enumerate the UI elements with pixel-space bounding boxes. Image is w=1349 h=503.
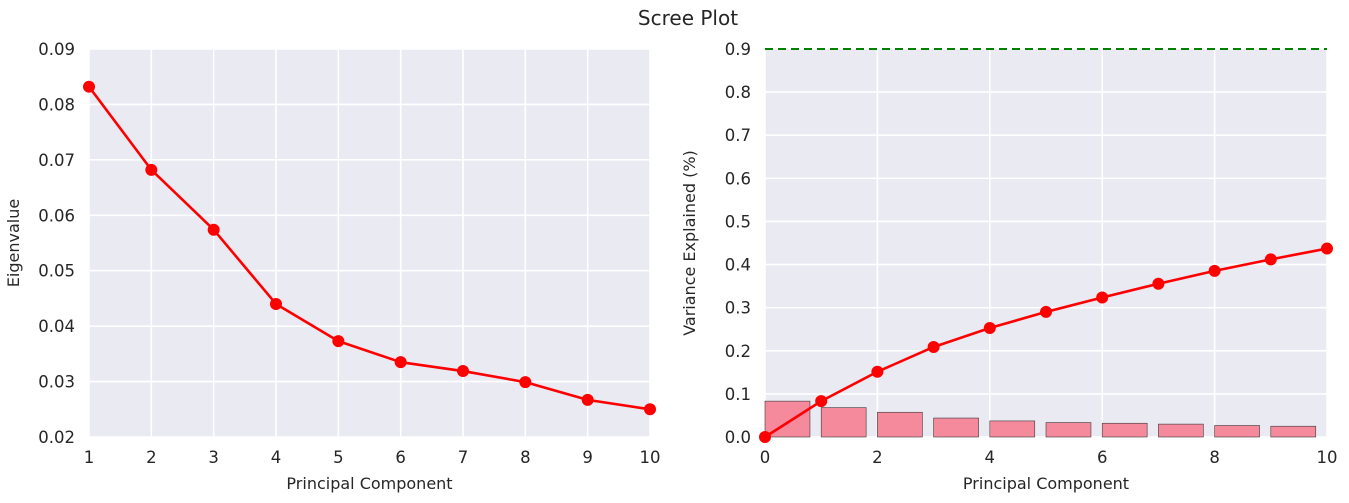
y-tick-label: 0.3 [725,299,751,318]
y-tick-label: 0.05 [38,262,75,281]
variance-bar [1214,425,1260,438]
tick-labels: 1 2 3 4 5 6 7 8 9 10 0.02 0.03 0.04 0.05 0.06 0.07 0.08 0… [38,40,660,467]
figure-title: Scree Plot [638,6,738,30]
plot-area-background [89,49,650,437]
x-tick-label: 7 [458,448,469,467]
data-point [83,80,95,93]
data-point [145,163,158,176]
data-point [759,431,771,443]
x-tick-label: 10 [640,448,661,467]
data-point [871,365,884,378]
variance-bar [877,411,923,438]
y-tick-label: 0.7 [725,126,751,145]
variance-bar [989,420,1036,438]
x-tick-label: 0 [760,448,771,467]
x-tick-label: 2 [872,448,883,467]
x-tick-label: 3 [208,448,219,467]
variance-bar [820,407,867,438]
y-tick-label: 0.0 [725,428,751,447]
y-tick-label: 0.03 [38,373,75,392]
x-tick-label: 1 [84,448,95,467]
variance-bar [933,417,979,438]
y-tick-label: 0.02 [38,428,75,447]
data-point [644,403,656,416]
variance-explained-chart: 0 2 4 6 8 10 0.0 0.1 0.2 0.3 0.4 0.5 0.6 0.7 0.8 0.9 Pr… [680,40,1338,493]
data-point [815,395,828,408]
tick-labels: 0 2 4 6 8 10 0.0 0.1 0.2 0.3 0.4 0.5 0.6 0.7 0.8 0.9 [725,40,1338,467]
data-point [207,223,220,236]
x-tick-label: 8 [520,448,531,467]
y-axis-label: Variance Explained (%) [680,150,699,336]
data-marks [83,80,656,416]
x-tick-label: 2 [146,448,157,467]
y-tick-label: 0.6 [725,169,751,188]
data-point [927,340,940,353]
y-tick-label: 0.04 [38,317,75,336]
data-point [1152,277,1165,290]
eigenvalue-chart: 1 2 3 4 5 6 7 8 9 10 0.02 0.03 0.04 0.05 0.06 0.07 0.08 0… [4,40,661,493]
data-point [394,356,407,369]
x-tick-label: 8 [1209,448,1220,467]
x-tick-label: 4 [985,448,996,467]
y-tick-label: 0.09 [38,40,75,59]
y-tick-label: 0.1 [725,385,751,404]
y-axis-label: Eigenvalue [4,199,23,287]
data-point [519,376,532,389]
x-tick-label: 6 [395,448,406,467]
y-tick-label: 0.8 [725,83,751,102]
y-tick-label: 0.5 [725,212,751,231]
grid-lines [88,48,651,438]
y-tick-label: 0.2 [725,342,751,361]
series-line [87,85,651,411]
data-point [270,297,282,310]
data-point [1321,242,1333,255]
data-point [1040,305,1052,318]
data-point [581,393,594,406]
x-tick-label: 10 [1317,448,1338,467]
y-tick-label: 0.07 [38,151,75,170]
x-tick-label: 5 [333,448,344,467]
data-point [457,365,469,378]
x-tick-label: 9 [582,448,593,467]
x-axis-label: Principal Component [963,474,1129,493]
x-tick-label: 6 [1097,448,1108,467]
data-point [1096,291,1109,304]
data-point [1264,253,1277,266]
variance-bar [1045,422,1092,438]
data-marks [759,48,1333,443]
y-tick-label: 0.4 [725,256,751,275]
variance-bar [1101,422,1148,438]
data-point [983,322,996,335]
x-tick-label: 4 [271,448,282,467]
y-tick-label: 0.9 [725,40,751,59]
x-axis-label: Principal Component [286,474,452,493]
y-tick-label: 0.06 [38,206,75,225]
data-point [1208,264,1221,277]
plot-area-background [765,49,1327,437]
y-tick-label: 0.08 [38,95,75,114]
variance-bar [1270,425,1317,438]
variance-bar [1158,423,1204,438]
data-point [332,335,345,348]
